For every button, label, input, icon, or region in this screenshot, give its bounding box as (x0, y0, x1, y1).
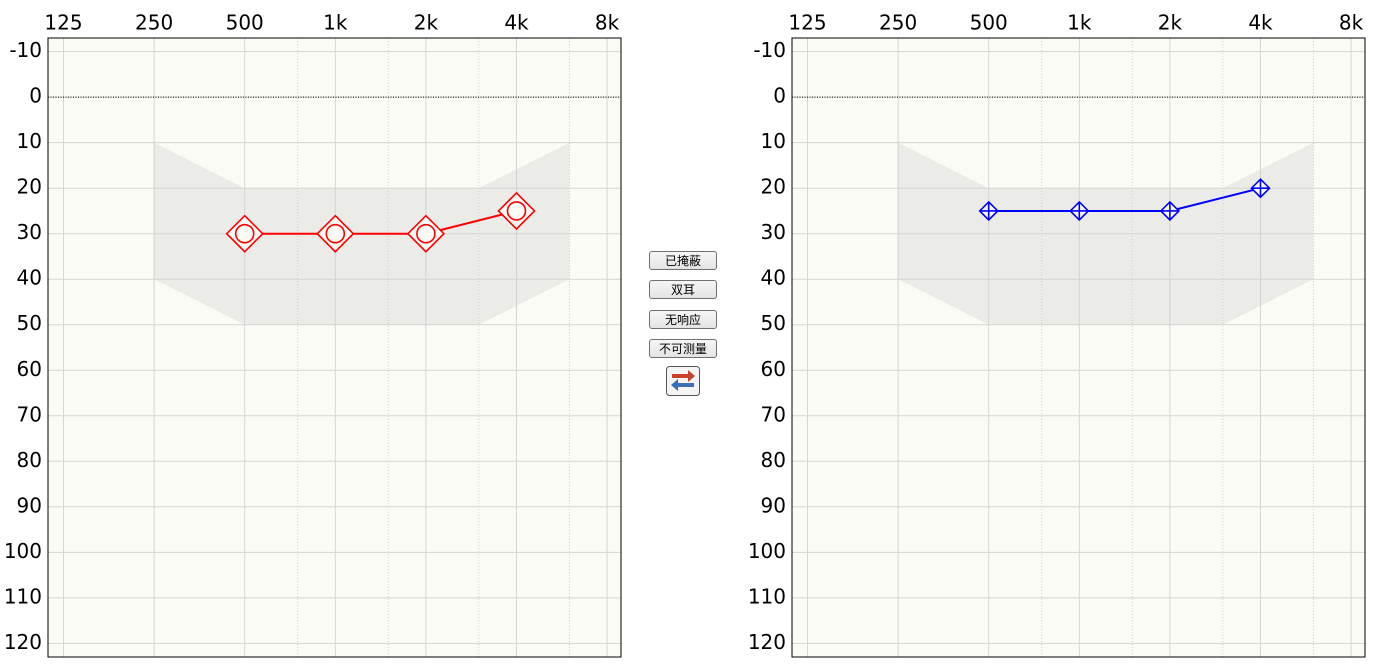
y-tick-label: 60 (17, 357, 42, 381)
x-tick-label: 500 (226, 11, 264, 35)
y-tick-label: 100 (748, 539, 786, 563)
button[interactable]: 不可测量 (649, 339, 717, 358)
y-tick-label: 20 (761, 175, 786, 199)
marker-part (234, 223, 255, 244)
marker (497, 191, 536, 231)
button[interactable]: 双耳 (649, 280, 717, 299)
y-tick-label: 110 (748, 584, 786, 608)
marker (406, 214, 446, 253)
marker-part (416, 223, 436, 244)
y-tick-label: 50 (17, 311, 42, 335)
x-tick-label: 8k (1339, 11, 1364, 35)
arrow-left (671, 379, 694, 391)
x-tick-label: 250 (879, 11, 917, 35)
plot-area (48, 38, 621, 657)
x-tick-label: 125 (44, 11, 82, 35)
y-tick-label: 110 (4, 584, 42, 608)
y-tick-label: 10 (17, 129, 42, 153)
y-tick-label: 90 (17, 493, 42, 517)
marker-part (316, 214, 355, 253)
marker (1250, 178, 1271, 199)
marker (1069, 200, 1090, 222)
series-line (988, 187, 1261, 212)
y-tick-label: 60 (761, 357, 786, 381)
y-tick-label: 70 (17, 402, 42, 426)
y-tick-label: 40 (761, 266, 786, 290)
y-tick-label: 80 (761, 448, 786, 472)
y-tick-label: 70 (761, 402, 786, 426)
y-tick-label: 0 (773, 84, 786, 108)
x-tick-label: 1k (323, 11, 348, 35)
marker-part (497, 191, 536, 231)
plot-frame (47, 37, 622, 658)
y-tick-label: 50 (761, 311, 786, 335)
y-tick-label: 30 (17, 220, 42, 244)
y-tick-label: -10 (9, 38, 42, 62)
plot-area (792, 38, 1365, 657)
y-tick-label: 100 (4, 539, 42, 563)
y-tick-label: -10 (753, 38, 786, 62)
swap-frame (666, 366, 700, 396)
marker (225, 214, 264, 253)
y-tick-label: 40 (17, 266, 42, 290)
x-tick-label: 250 (135, 11, 173, 35)
x-tick-label: 4k (1248, 11, 1273, 35)
y-tick-label: 20 (17, 175, 42, 199)
x-tick-label: 1k (1067, 11, 1092, 35)
marker (316, 214, 355, 253)
marker (1159, 200, 1181, 222)
x-tick-label: 2k (414, 11, 439, 35)
marker-part (406, 214, 446, 253)
button[interactable]: 已掩蔽 (649, 251, 717, 270)
y-tick-label: 90 (761, 493, 786, 517)
arrow-right (672, 370, 695, 382)
y-tick-label: 0 (29, 84, 42, 108)
marker-part (325, 223, 346, 244)
swap-button[interactable] (666, 366, 700, 396)
x-tick-label: 500 (970, 11, 1008, 35)
x-tick-label: 4k (504, 11, 529, 35)
button[interactable]: 无响应 (649, 310, 717, 329)
y-tick-label: 30 (761, 220, 786, 244)
y-tick-label: 80 (17, 448, 42, 472)
y-tick-label: 120 (4, 630, 42, 654)
x-tick-label: 8k (595, 11, 620, 35)
y-tick-label: 120 (748, 630, 786, 654)
y-tick-label: 10 (761, 129, 786, 153)
marker-part (506, 201, 527, 221)
marker-part (225, 214, 264, 253)
x-tick-label: 125 (788, 11, 826, 35)
marker (978, 200, 999, 222)
series-line (244, 209, 517, 235)
plot-frame (791, 37, 1366, 658)
x-tick-label: 2k (1158, 11, 1183, 35)
